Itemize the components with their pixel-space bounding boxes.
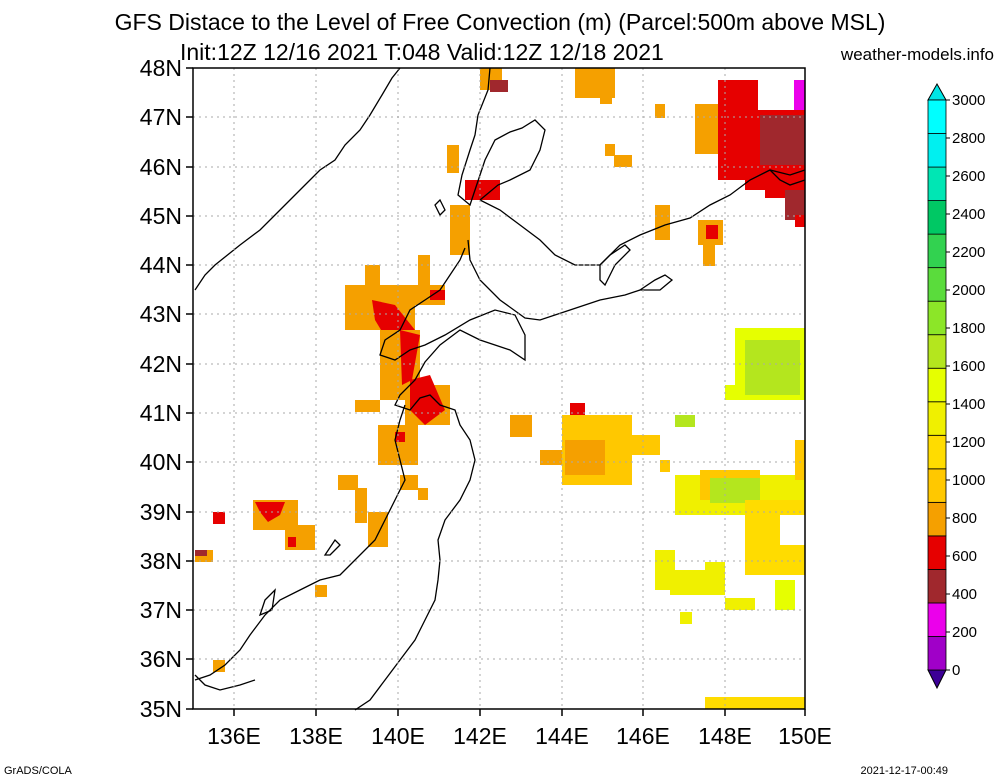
colorbar-box	[927, 636, 947, 671]
colorbar: 0 200 400 600 800 1000 1200 1400 1600 1800 2000 220…	[927, 82, 985, 690]
colorbar-label: 1400	[952, 396, 985, 413]
site-credit: weather-models.info	[840, 45, 994, 64]
lon-label: 142E	[453, 723, 507, 749]
colorbar-box	[927, 300, 947, 336]
colorbar-box	[927, 468, 947, 503]
lat-labels: 35N 36N 37N 38N 39N 40N 41N 42N 43N 44N …	[140, 55, 182, 722]
lat-label: 35N	[140, 696, 182, 722]
lat-label: 45N	[140, 203, 182, 229]
axis-ticks	[186, 67, 806, 716]
lon-label: 140E	[371, 723, 425, 749]
colorbar-box	[927, 99, 947, 134]
lat-label: 42N	[140, 351, 182, 377]
colorbar-label: 2200	[952, 244, 985, 261]
colorbar-box	[927, 166, 947, 201]
field-shading	[195, 68, 805, 709]
colorbar-bottom-arrow	[927, 669, 947, 690]
colorbar-box	[927, 602, 947, 637]
lat-label: 44N	[140, 252, 182, 278]
grid-lines	[193, 68, 805, 709]
lat-label: 40N	[140, 449, 182, 475]
colorbar-label: 400	[952, 586, 977, 603]
colorbar-box	[927, 569, 947, 604]
lon-label: 136E	[207, 723, 261, 749]
colorbar-label: 1000	[952, 472, 985, 489]
colorbar-label: 2600	[952, 168, 985, 185]
lat-label: 36N	[140, 646, 182, 672]
lon-label: 138E	[289, 723, 343, 749]
lon-label: 146E	[616, 723, 670, 749]
lon-label: 144E	[535, 723, 589, 749]
lat-label: 43N	[140, 301, 182, 327]
colorbar-box	[927, 200, 947, 235]
footer-timestamp: 2021-12-17-00:49	[860, 765, 948, 777]
coastlines	[194, 67, 806, 711]
colorbar-label: 0	[952, 662, 960, 679]
colorbar-label: 3000	[952, 92, 985, 109]
colorbar-label: 2000	[952, 282, 985, 299]
lat-label: 47N	[140, 104, 182, 130]
colorbar-top-arrow	[927, 82, 947, 101]
colorbar-box	[927, 233, 947, 269]
colorbar-label: 1800	[952, 320, 985, 337]
lat-label: 48N	[140, 55, 182, 81]
lat-label: 46N	[140, 154, 182, 180]
lat-label: 37N	[140, 597, 182, 623]
colorbar-boxes	[927, 99, 947, 671]
colorbar-box	[927, 267, 947, 302]
colorbar-box	[927, 434, 947, 470]
lat-label: 41N	[140, 400, 182, 426]
colorbar-label: 2800	[952, 130, 985, 147]
colorbar-label: 600	[952, 548, 977, 565]
footer-credit: GrADS/COLA	[4, 765, 72, 777]
colorbar-box	[927, 401, 947, 436]
lat-label: 38N	[140, 548, 182, 574]
colorbar-labels: 0 200 400 600 800 1000 1200 1400 1600 1800 2000 220…	[946, 92, 985, 679]
lat-label: 39N	[140, 499, 182, 525]
colorbar-box	[927, 133, 947, 168]
lon-label: 148E	[698, 723, 752, 749]
lon-label: 150E	[778, 723, 832, 749]
colorbar-label: 200	[952, 624, 977, 641]
map-frame	[192, 67, 806, 710]
colorbar-label: 2400	[952, 206, 985, 223]
map-title: GFS Distace to the Level of Free Convect…	[114, 9, 886, 35]
lon-labels: 136E 138E 140E 142E 144E 146E 148E 150E	[207, 723, 832, 749]
colorbar-box	[927, 501, 947, 537]
colorbar-box	[927, 535, 947, 570]
colorbar-box	[927, 334, 947, 369]
colorbar-label: 800	[952, 510, 977, 527]
map-subtitle: Init:12Z 12/16 2021 T:048 Valid:12Z 12/1…	[180, 39, 664, 65]
colorbar-label: 1600	[952, 358, 985, 375]
colorbar-label: 1200	[952, 434, 985, 451]
colorbar-box	[927, 367, 947, 403]
